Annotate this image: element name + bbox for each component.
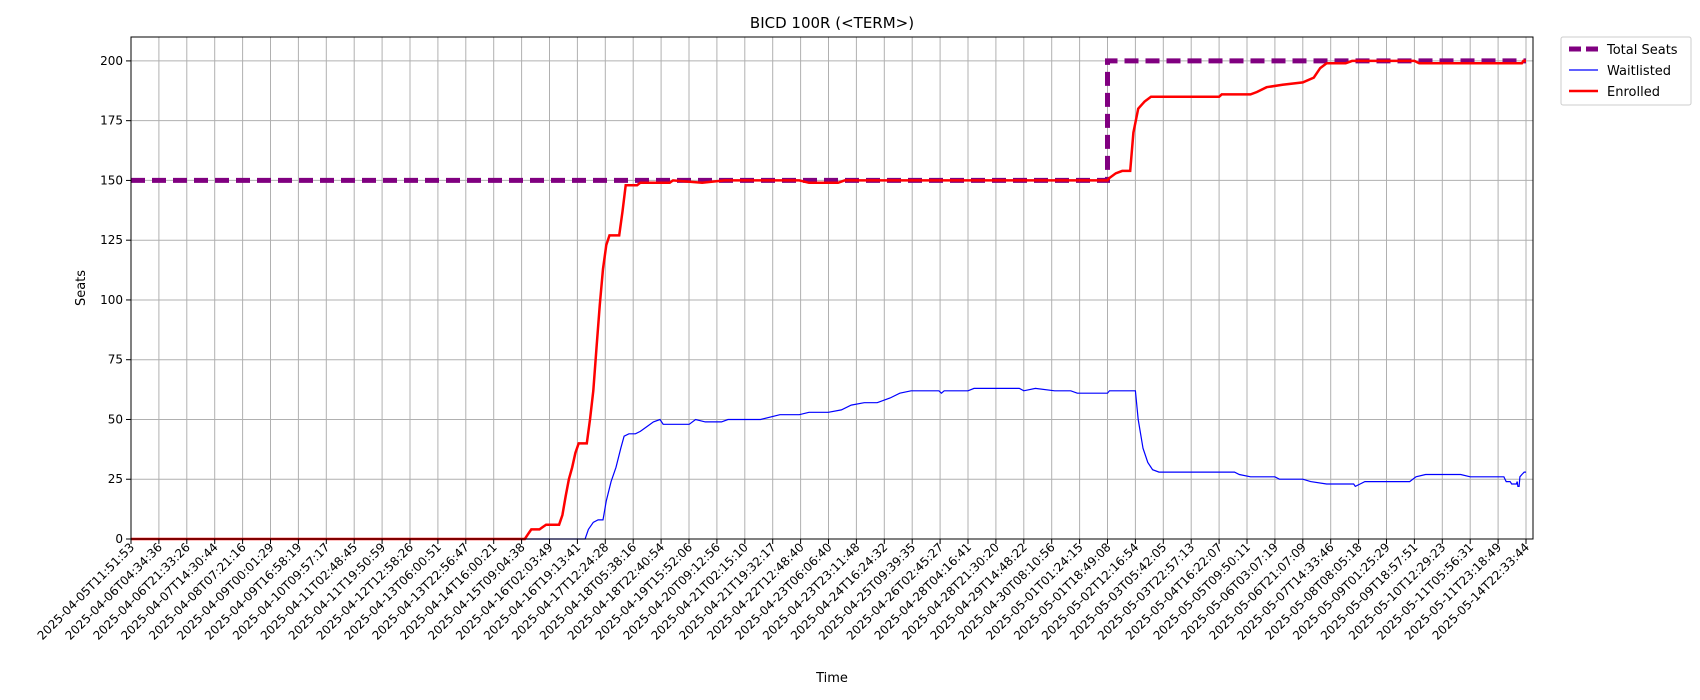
series-total-seats [131, 58, 1526, 183]
x-axis-label: Time [815, 671, 848, 686]
y-axis-label: Seats [74, 270, 89, 306]
y-tick-label: 100 [100, 293, 123, 307]
series-lines [131, 58, 1526, 541]
series-enrolled [131, 59, 1526, 541]
legend-label-total-seats: Total Seats [1606, 43, 1678, 58]
y-axis-ticks: 0 25 50 75 100 125 150 175 200 [100, 54, 131, 546]
legend-label-waitlisted: Waitlisted [1607, 64, 1671, 79]
plot-frame [130, 36, 1534, 540]
y-tick-label: 25 [108, 472, 123, 486]
y-tick-label: 175 [100, 114, 123, 128]
legend: Total Seats Waitlisted Enrolled [1560, 36, 1692, 106]
legend-label-enrolled: Enrolled [1607, 85, 1660, 100]
legend-box [1560, 36, 1692, 106]
y-tick-label: 50 [108, 412, 123, 426]
chart-title: BICD 100R (<TERM>) [750, 14, 914, 32]
y-tick-label: 0 [115, 532, 123, 546]
y-tick-label: 200 [100, 54, 123, 68]
series-waitlisted [131, 387, 1526, 540]
y-tick-label: 75 [108, 353, 123, 367]
y-tick-label: 150 [100, 173, 123, 187]
y-tick-label: 125 [100, 233, 123, 247]
plot-background [131, 37, 1533, 539]
x-axis-ticks: 2025-04-05T11:51:532025-04-06T04:34:3620… [35, 539, 1532, 643]
grid-lines [130, 37, 1533, 540]
